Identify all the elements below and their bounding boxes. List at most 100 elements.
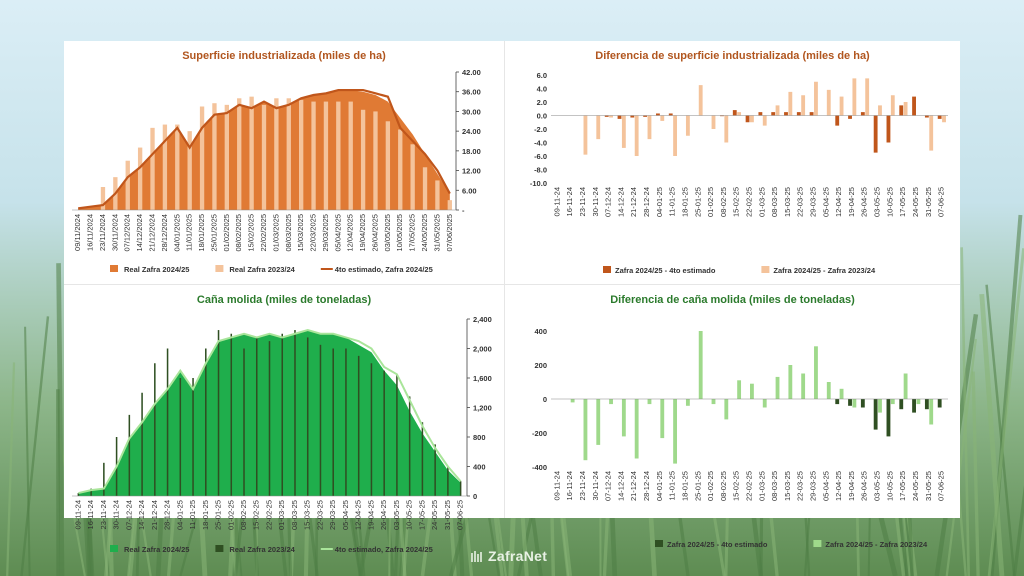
chart-title: Superficie industrializada (miles de ha)	[182, 50, 386, 62]
y-tick-label: 200	[534, 361, 547, 370]
bar-series-2023-24	[435, 180, 440, 210]
grass-blade	[6, 362, 16, 576]
x-tick-label: 10-05-25	[885, 471, 894, 501]
x-tick-label: 28/12/2024	[160, 214, 169, 252]
x-tick-label: 24-05-25	[430, 500, 439, 530]
bar-zafra-2024-25-zafra-2023-24	[724, 399, 729, 420]
bar-zafra-2024-25-zafra-2023-24	[826, 89, 831, 116]
x-tick-label: 30-11-24	[591, 187, 600, 216]
bar-series-2023-24	[332, 348, 334, 496]
bar-series-2023-24	[274, 98, 279, 210]
bar-series-2023-24	[385, 121, 391, 210]
bar-series-2023-24	[434, 444, 436, 496]
x-tick-label: 07-06-25	[937, 471, 946, 501]
bar-zafra-2024-25-4to-estimado	[899, 105, 904, 116]
bar-zafra-2024-25-zafra-2023-24	[570, 399, 575, 403]
bar-zafra-2024-25-zafra-2023-24	[814, 346, 818, 399]
x-tick-label: 26/04/2025	[370, 214, 379, 252]
bar-series-2023-24	[255, 337, 258, 496]
bar-zafra-2024-25-4to-estimado	[835, 399, 840, 405]
bar-zafra-2024-25-zafra-2023-24	[698, 331, 703, 399]
x-tick-label: 03-05-25	[873, 471, 882, 501]
bar-zafra-2024-25-zafra-2023-24	[903, 373, 908, 399]
bar-series-2023-24	[77, 493, 80, 496]
bar-zafra-2024-25-zafra-2023-24	[737, 112, 742, 116]
x-tick-label: 04/01/2025	[172, 214, 181, 252]
panel-divider-vertical	[504, 41, 505, 518]
x-tick-label: 18-01-25	[680, 471, 689, 501]
bar-zafra-2024-25-zafra-2023-24	[762, 399, 767, 408]
bar-zafra-2024-25-zafra-2023-24	[685, 115, 690, 136]
bar-zafra-2024-25-zafra-2023-24	[634, 399, 639, 459]
legend-label: Zafra 2024/25 - 4to estimado	[667, 540, 768, 549]
bar-series-2023-24	[128, 414, 131, 496]
bar-zafra-2024-25-4to-estimado	[745, 115, 750, 123]
x-tick-label: 23/11/2024	[98, 214, 107, 251]
x-tick-label: 09/11/2024	[73, 214, 82, 251]
y-tick-label: 0	[543, 395, 547, 404]
x-tick-label: 22/03/2025	[309, 214, 318, 252]
x-tick-label: 03-05-25	[392, 500, 401, 530]
x-tick-label: 29-03-25	[328, 500, 337, 530]
bar-series-2023-24	[373, 111, 378, 210]
bar-series-2023-24	[319, 344, 322, 496]
x-tick-label: 15/02/2025	[247, 214, 256, 252]
brand-icon	[471, 551, 482, 562]
x-tick-label: 22-03-25	[796, 187, 805, 217]
bar-zafra-2024-25-zafra-2023-24	[852, 78, 857, 116]
legend-swatch	[215, 265, 224, 272]
bar-zafra-2024-25-4to-estimado	[720, 115, 724, 117]
x-tick-label: 16-11-24	[565, 187, 574, 216]
bar-zafra-2024-25-zafra-2023-24	[634, 115, 639, 156]
x-tick-label: 29/03/2025	[321, 214, 330, 252]
x-tick-label: 05-04-25	[341, 500, 350, 530]
y-tick-label: 24.00	[462, 127, 481, 136]
y-tick-label: 0.0	[537, 112, 547, 121]
bar-series-2023-24	[410, 144, 415, 210]
y-tick-label: 4.0	[537, 85, 547, 94]
bar-zafra-2024-25-4to-estimado	[656, 113, 660, 116]
y-tick-label: 2.0	[537, 98, 547, 107]
bar-zafra-2024-25-zafra-2023-24	[788, 365, 793, 399]
x-tick-label: 09-11-24	[552, 187, 561, 216]
bar-series-2023-24	[298, 99, 304, 210]
x-tick-label: 15-03-25	[783, 471, 792, 501]
bar-zafra-2024-25-4to-estimado	[912, 96, 916, 116]
x-tick-label: 01/03/2025	[271, 214, 280, 252]
bar-series-2023-24	[217, 330, 220, 496]
x-tick-label: 09-11-24	[73, 500, 82, 529]
x-tick-label: 22-03-25	[796, 471, 805, 501]
x-tick-label: 15-02-25	[252, 500, 261, 530]
x-tick-label: 07-06-25	[937, 187, 946, 217]
x-tick-label: 29-03-25	[809, 471, 818, 501]
bar-series-2023-24	[230, 333, 233, 496]
x-tick-label: 07-06-25	[456, 500, 465, 530]
series-line-4to-estimado	[78, 329, 462, 495]
x-tick-label: 23-11-24	[578, 187, 587, 216]
x-tick-label: 24/05/2025	[420, 214, 429, 252]
legend-label: Zafra 2024/25 - 4to estimado	[615, 266, 716, 275]
x-tick-label: 08-03-25	[770, 471, 779, 501]
x-tick-label: 30-11-24	[112, 500, 121, 529]
bar-zafra-2024-25-4to-estimado	[860, 112, 865, 116]
grass-blade	[24, 326, 31, 576]
bar-series-2023-24	[345, 348, 347, 496]
x-tick-label: 01-03-25	[757, 471, 766, 501]
x-tick-label: 22-02-25	[264, 500, 273, 530]
x-tick-label: 05-04-25	[821, 471, 830, 501]
x-tick-label: 04-01-25	[175, 500, 184, 530]
bar-series-2023-24	[286, 98, 291, 210]
y-tick-label: 1,200	[473, 404, 492, 413]
bar-series-2023-24	[348, 101, 353, 210]
bar-series-2023-24	[224, 104, 230, 210]
x-tick-label: 17-05-25	[417, 500, 426, 530]
bar-series-2023-24	[192, 378, 194, 496]
bar-zafra-2024-25-4to-estimado	[848, 115, 852, 119]
x-tick-label: 14/12/2024	[135, 214, 144, 252]
bar-zafra-2024-25-4to-estimado	[835, 115, 840, 126]
chart-superficie: Superficie industrializada (miles de ha)…	[64, 41, 504, 284]
bar-zafra-2024-25-zafra-2023-24	[698, 85, 703, 116]
dashboard-panel: Superficie industrializada (miles de ha)…	[64, 41, 960, 554]
x-tick-label: 04-01-25	[655, 471, 664, 501]
bar-zafra-2024-25-4to-estimado	[630, 115, 635, 118]
